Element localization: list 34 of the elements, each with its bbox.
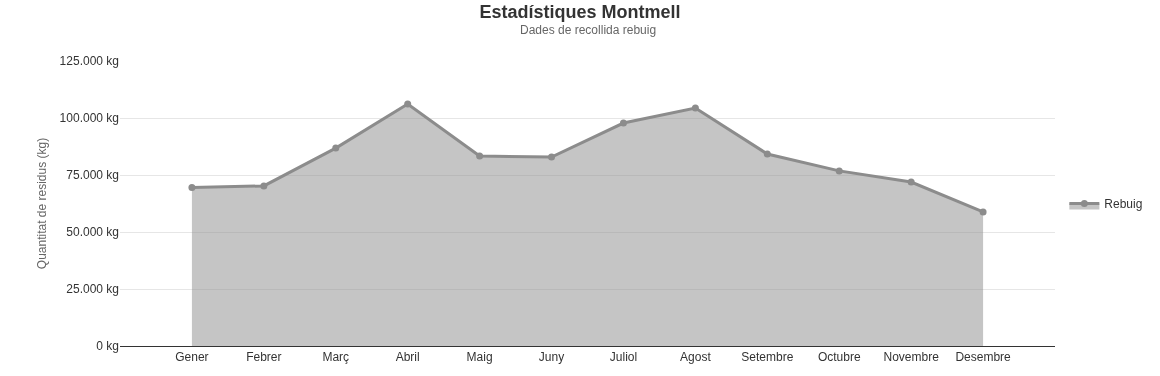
legend-label: Rebuig bbox=[1104, 197, 1143, 212]
y-tick-label: 25.000 kg bbox=[66, 282, 119, 297]
point bbox=[907, 178, 915, 186]
point bbox=[260, 182, 268, 190]
point bbox=[404, 100, 412, 108]
x-tick-label: Octubre bbox=[817, 350, 861, 365]
x-tick-label: Setembre bbox=[741, 350, 794, 365]
x-tick-label: Juliol bbox=[609, 350, 638, 365]
point bbox=[835, 167, 843, 175]
y-axis-title: Quantitat de residus (kg) bbox=[34, 137, 49, 270]
point bbox=[476, 152, 484, 160]
x-tick-label: Agost bbox=[680, 350, 712, 365]
point bbox=[691, 104, 699, 112]
y-tick-label: 50.000 kg bbox=[66, 225, 119, 240]
x-tick-label: Abril bbox=[395, 350, 420, 365]
y-tick-label: 0 kg bbox=[96, 339, 119, 354]
point bbox=[548, 153, 556, 161]
point bbox=[763, 150, 771, 158]
x-tick-label: Febrer bbox=[246, 350, 282, 365]
x-tick-label: Maig bbox=[466, 350, 493, 365]
y-tick-label: 125.000 kg bbox=[59, 54, 119, 69]
point bbox=[188, 184, 196, 192]
x-tick-label: Desembre bbox=[955, 350, 1012, 365]
y-tick-label: 75.000 kg bbox=[66, 168, 119, 183]
chart-title: Estadístiques Montmell bbox=[479, 2, 681, 23]
x-tick-label: Març bbox=[322, 350, 350, 365]
point bbox=[979, 208, 987, 216]
point bbox=[332, 144, 340, 152]
x-tick-label: Novembre bbox=[883, 350, 940, 365]
x-tick-label: Gener bbox=[175, 350, 209, 365]
y-tick-label: 100.000 kg bbox=[59, 111, 119, 126]
x-tick-label: Juny bbox=[538, 350, 565, 365]
chart-subtitle: Dades de recollida rebuig bbox=[520, 23, 657, 37]
point bbox=[619, 119, 627, 127]
